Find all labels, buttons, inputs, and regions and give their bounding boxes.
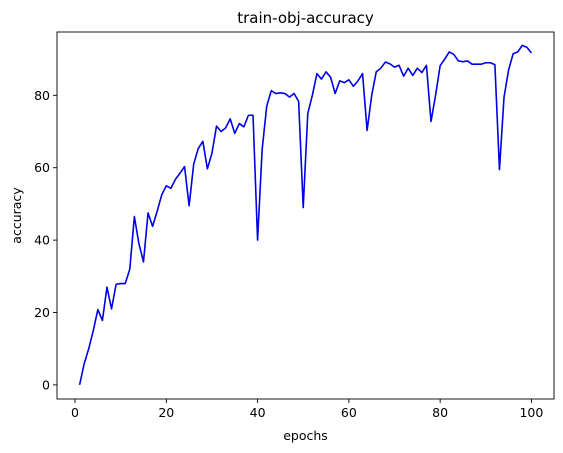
y-tick-label: 20 <box>34 305 50 320</box>
plot-frame <box>56 31 555 400</box>
y-axis-ticks: 0 20 40 60 80 <box>34 88 57 392</box>
x-tick-label: 20 <box>158 405 174 420</box>
y-tick-label: 40 <box>34 233 50 248</box>
x-axis-ticks: 0 20 40 60 80 100 <box>71 399 543 420</box>
plot-area <box>56 31 555 400</box>
x-tick-label: 80 <box>432 405 448 420</box>
chart-title: train-obj-accuracy <box>237 9 374 27</box>
y-axis-label: accuracy <box>9 187 24 244</box>
x-tick-label: 40 <box>250 405 266 420</box>
x-tick-label: 60 <box>341 405 357 420</box>
y-tick-label: 80 <box>34 88 50 103</box>
x-tick-label: 100 <box>519 405 543 420</box>
y-tick-label: 0 <box>42 377 50 392</box>
x-tick-label: 0 <box>71 405 79 420</box>
x-axis-label: epochs <box>283 428 328 443</box>
series-line-0 <box>78 44 533 386</box>
y-tick-label: 60 <box>34 160 50 175</box>
